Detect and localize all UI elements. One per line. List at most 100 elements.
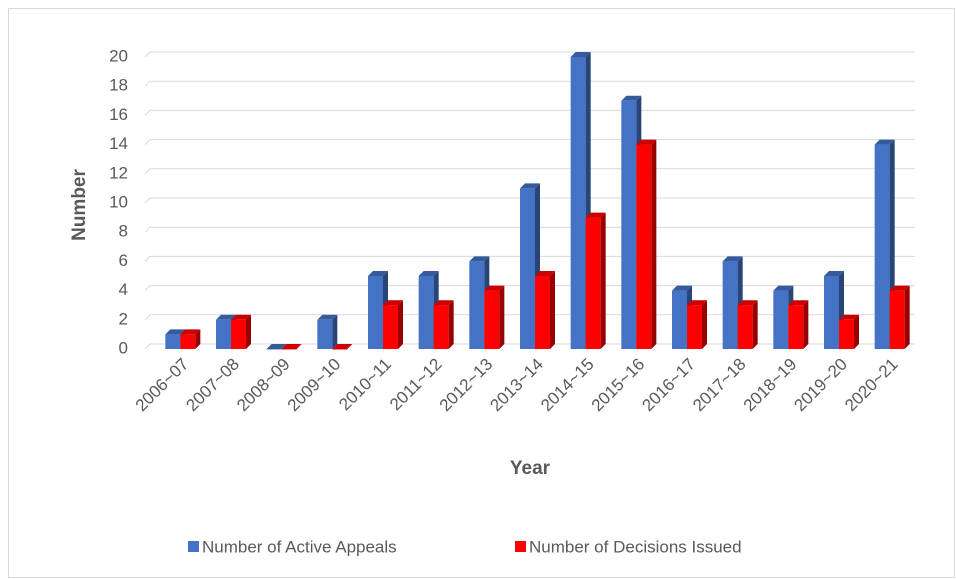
- bar-front: [535, 276, 550, 349]
- bar: [889, 285, 910, 349]
- x-axis-title: Year: [510, 458, 551, 479]
- bar-top: [874, 139, 895, 145]
- bar-top: [433, 300, 454, 306]
- grid-line: [144, 285, 915, 291]
- bar-front: [266, 349, 282, 350]
- grid-line: [144, 109, 915, 116]
- bar: [281, 344, 302, 350]
- y-tick-label: 2: [119, 309, 128, 328]
- grid-line: [144, 168, 915, 175]
- grid-line: [144, 197, 915, 204]
- bar-front: [332, 349, 348, 350]
- bar-side: [651, 139, 657, 349]
- bar: [839, 314, 859, 349]
- bar: [484, 285, 505, 349]
- bar-top: [889, 285, 910, 291]
- y-tick-label: 12: [109, 163, 128, 182]
- bar-side: [752, 300, 758, 349]
- bar-top: [469, 256, 490, 262]
- bar-top: [317, 314, 338, 320]
- grid-line: [144, 51, 915, 58]
- bar-front: [737, 305, 753, 349]
- bar-top: [165, 329, 186, 335]
- bar-front: [636, 144, 652, 349]
- bar-front: [418, 276, 434, 349]
- bar-top: [535, 271, 555, 276]
- bar-front: [874, 144, 890, 349]
- bar-top: [281, 344, 302, 349]
- bar-top: [332, 344, 353, 349]
- bar-front: [520, 188, 535, 349]
- bar: [687, 300, 707, 349]
- bar: [266, 344, 287, 350]
- bar-side: [448, 300, 454, 349]
- bar-top: [520, 183, 540, 189]
- bar-front: [216, 319, 231, 349]
- grid-line: [144, 80, 915, 87]
- bar-front: [773, 290, 789, 349]
- bar-front: [383, 305, 398, 349]
- bar-side: [854, 314, 859, 349]
- y-tick-label: 0: [119, 338, 128, 357]
- y-tick-label: 4: [119, 280, 128, 299]
- y-tick-label: 14: [109, 134, 128, 153]
- bar: [231, 314, 251, 349]
- y-tick-label: 18: [109, 76, 128, 95]
- bar-front: [281, 349, 297, 350]
- bar-top: [368, 271, 388, 276]
- y-tick-label: 16: [109, 105, 128, 124]
- bar-top: [621, 95, 642, 101]
- bar: [332, 344, 353, 350]
- bar-top: [773, 285, 794, 291]
- grid-line: [144, 343, 915, 350]
- bar-front: [317, 319, 333, 349]
- bar: [636, 139, 657, 349]
- grid-line: [144, 314, 915, 321]
- bar-side: [398, 300, 403, 349]
- bar-top: [636, 139, 657, 145]
- bar-top: [383, 300, 403, 306]
- bar-top: [231, 314, 251, 320]
- y-tick-label: 20: [109, 46, 128, 65]
- bar: [788, 300, 809, 349]
- bar-top: [180, 329, 201, 335]
- bar-top: [672, 285, 692, 291]
- bar-side: [246, 314, 251, 349]
- bar-front: [672, 290, 687, 349]
- bar-front: [231, 319, 246, 349]
- bar-side: [600, 212, 606, 349]
- y-tick-label: 6: [119, 251, 128, 270]
- legend-swatch: [515, 541, 526, 552]
- legend-label: Number of Decisions Issued: [529, 537, 742, 556]
- bar-front: [484, 290, 500, 349]
- bar-top: [824, 271, 844, 276]
- bar: [180, 329, 201, 349]
- bar: [535, 271, 555, 349]
- bar-top: [722, 256, 743, 262]
- bar: [585, 212, 606, 349]
- bar-side: [904, 285, 910, 349]
- bar-top: [585, 212, 606, 218]
- bar: [433, 300, 454, 349]
- bar-side: [803, 300, 809, 349]
- bar-top: [266, 344, 287, 349]
- grid-line: [144, 139, 915, 145]
- y-axis-title: Number: [69, 169, 90, 241]
- bar-front: [889, 290, 905, 349]
- bar-top: [216, 314, 236, 320]
- bar: [383, 300, 403, 349]
- bar-side: [550, 271, 555, 349]
- bar-front: [788, 305, 804, 349]
- bar-front: [722, 261, 738, 349]
- y-tick-label: 8: [119, 222, 128, 241]
- bar-top: [839, 314, 859, 320]
- bar-side: [195, 329, 201, 349]
- bar-side: [332, 314, 338, 349]
- grid-line: [144, 226, 915, 233]
- bar-top: [418, 271, 439, 276]
- bar-side: [499, 285, 505, 349]
- bar-front: [469, 261, 485, 349]
- bar-front: [839, 319, 854, 349]
- bar-top: [484, 285, 505, 291]
- y-tick-label: 10: [109, 192, 128, 211]
